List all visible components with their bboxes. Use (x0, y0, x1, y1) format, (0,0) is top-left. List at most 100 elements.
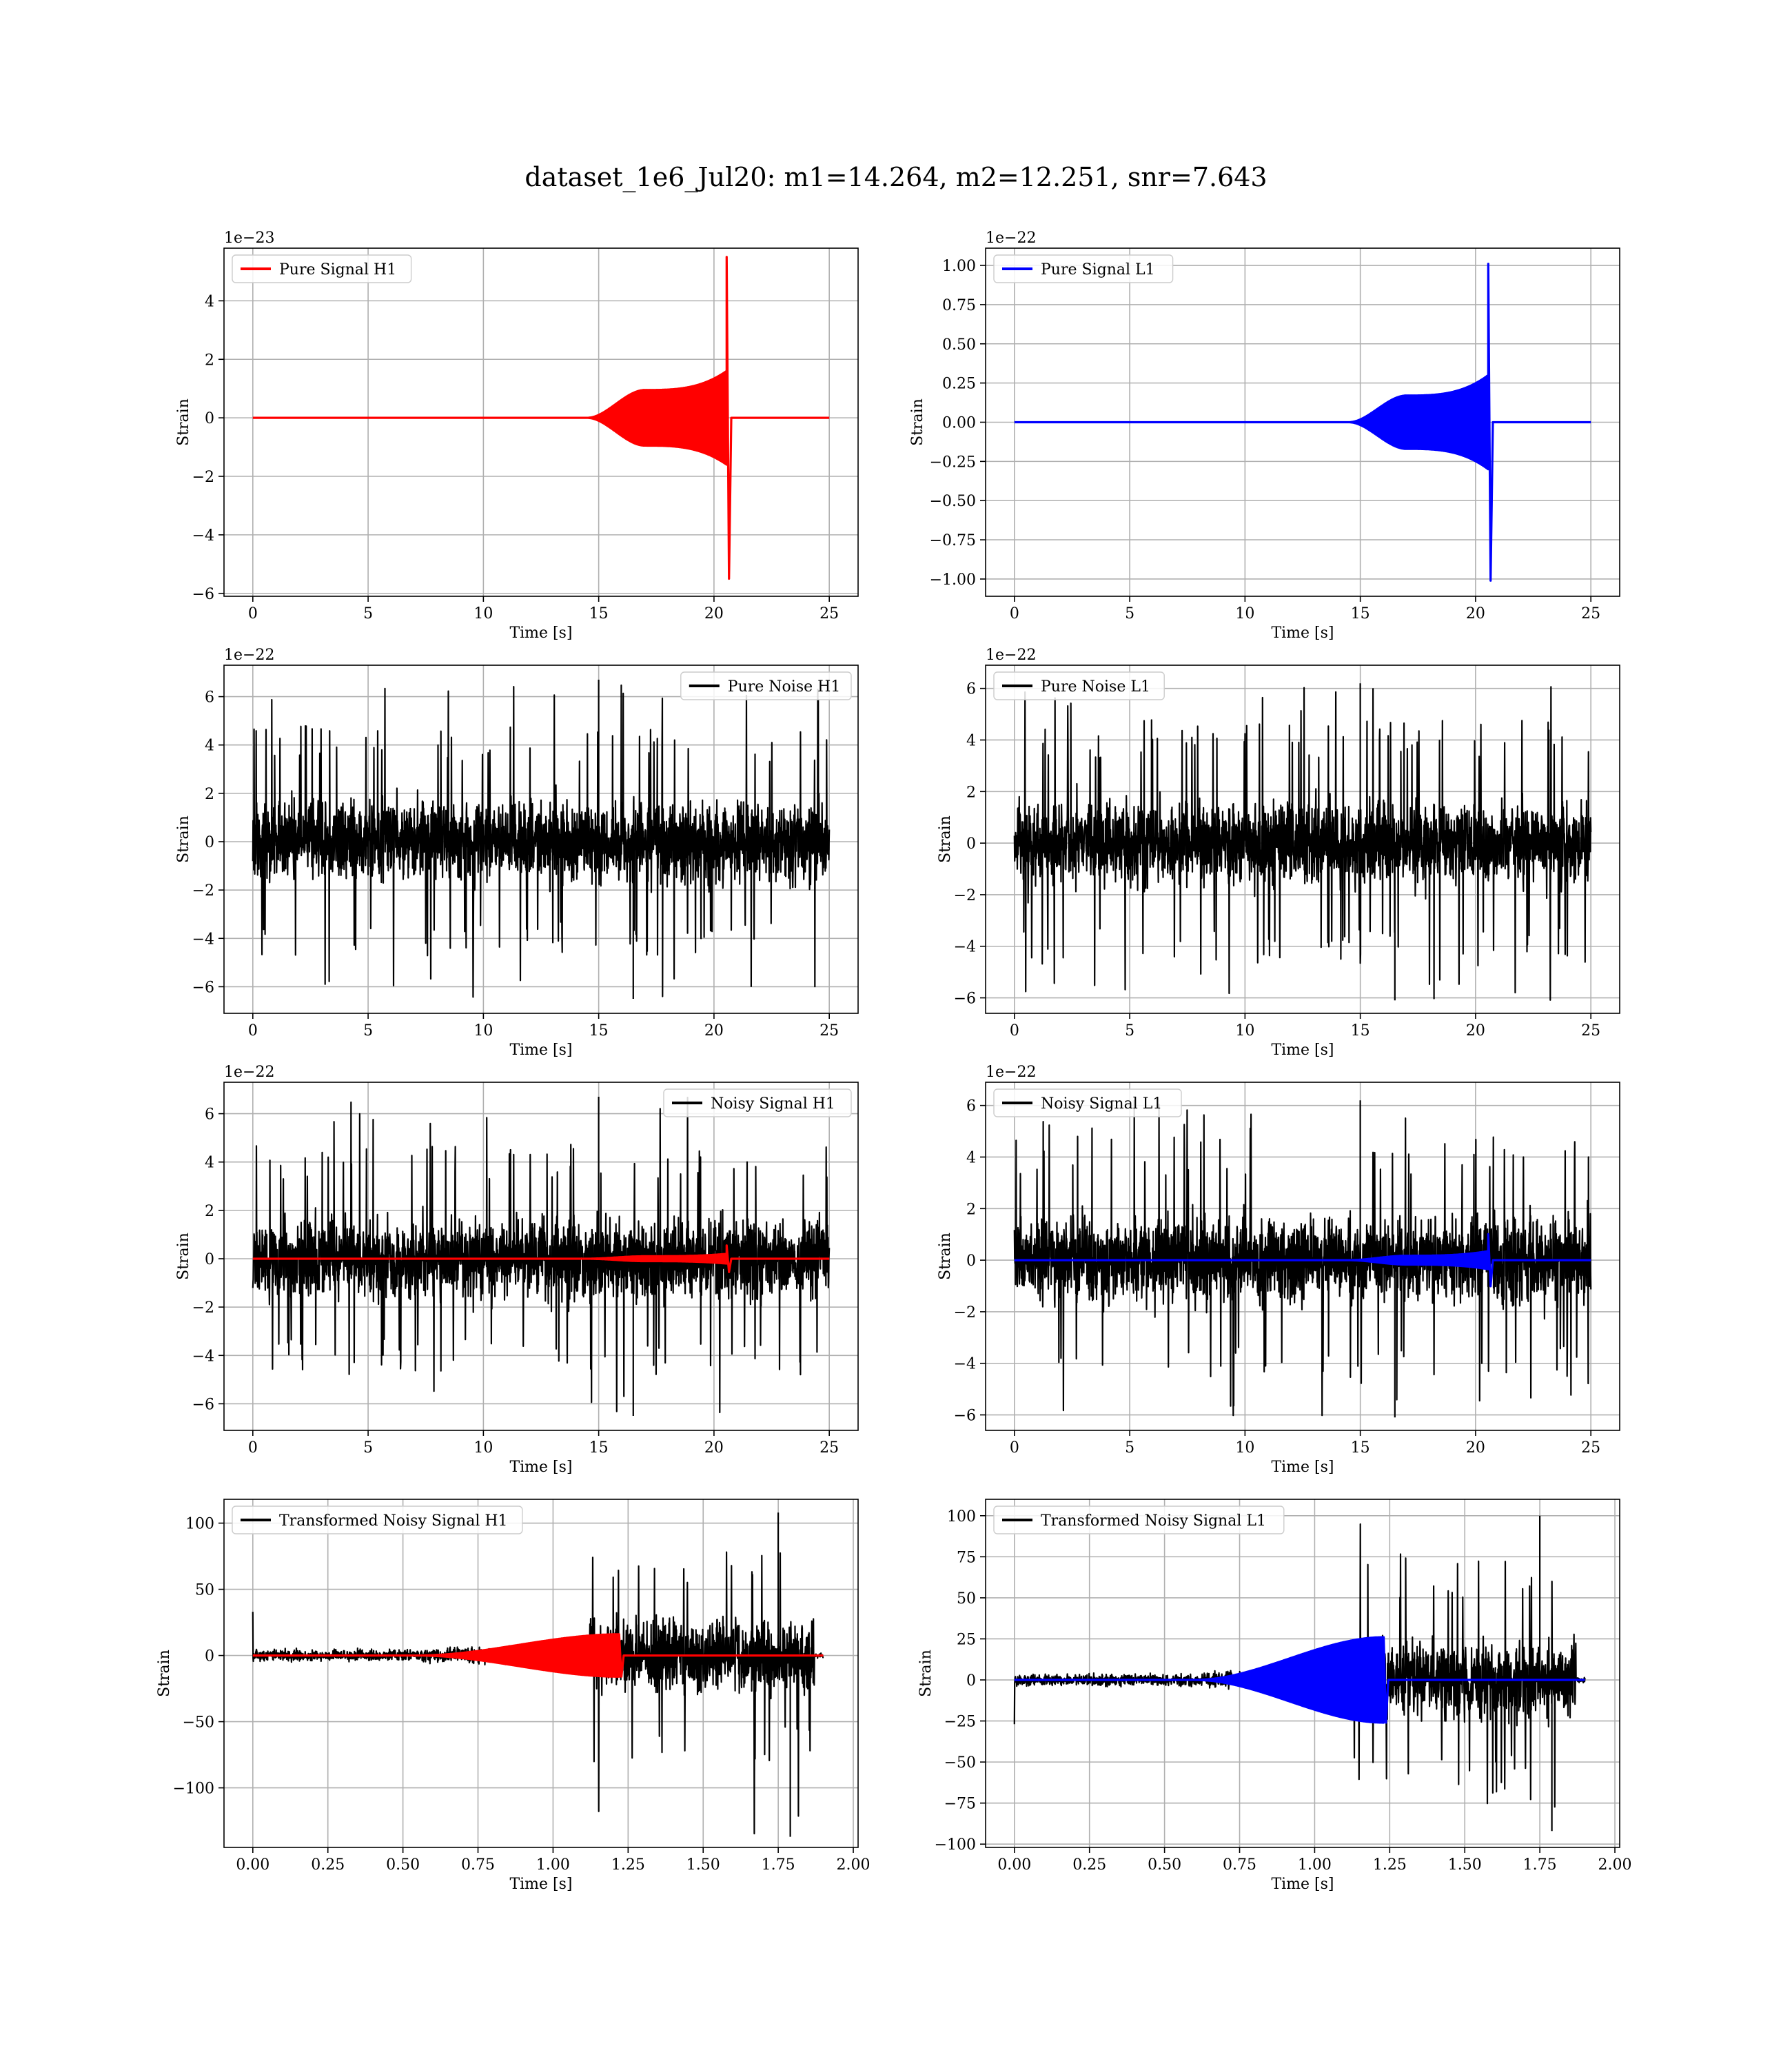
y-tick-label: 0.00 (942, 415, 976, 432)
legend: Pure Noise H1 (680, 671, 852, 700)
axis-offset-label: 1e−22 (986, 647, 1036, 664)
legend-entry: Pure Noise L1 (1041, 678, 1150, 696)
y-axis-label: Strain (156, 1650, 173, 1697)
y-tick-label: 4 (966, 732, 976, 749)
y-tick-label: −4 (192, 931, 214, 948)
x-tick-label: 0 (248, 1022, 258, 1040)
x-tick-label: 0.25 (311, 1856, 345, 1874)
x-axis-label: Time [s] (509, 1876, 572, 1893)
y-tick-label: −75 (944, 1796, 976, 1813)
legend: Transformed Noisy Signal L1 (993, 1506, 1285, 1534)
axis-offset-label: 1e−22 (224, 647, 274, 664)
legend-frame (993, 254, 1174, 283)
y-tick-label: −50 (183, 1714, 214, 1732)
y-tick-label: −2 (192, 469, 214, 486)
x-axis-label: Time [s] (509, 625, 572, 642)
y-tick-label: 4 (966, 1149, 976, 1166)
y-axis-label: Strain (175, 398, 192, 446)
subplot-pure-signal-h1: 0 5 10 15 20 25 −6 −4 −2 0 2 4 Time [s] Strain 1e−23 Pu… (175, 230, 859, 642)
series-line-pure-noise-l1 (1013, 683, 1592, 1001)
x-tick-label: 10 (1235, 605, 1254, 622)
axes-frame (985, 1499, 1620, 1848)
x-axis-label: Time [s] (1271, 1876, 1334, 1893)
x-tick-label: 5 (1125, 1439, 1134, 1457)
legend-entry: Pure Noise H1 (728, 678, 841, 696)
x-tick-label: 0.00 (236, 1856, 269, 1874)
subplot-pure-signal-l1: 0 5 10 15 20 25 −1.00 −0.75 −0.50 −0.25 0.00 0.25 0.… (909, 230, 1620, 642)
series-line-noisy-signal-l1 (1013, 1099, 1592, 1418)
y-tick-label: 0.25 (942, 376, 976, 393)
x-tick-label: 20 (1466, 605, 1485, 622)
legend-frame (993, 1506, 1285, 1534)
axis-offset-label: 1e−22 (986, 1064, 1036, 1081)
y-tick-label: −0.25 (930, 454, 976, 471)
x-tick-label: 0 (248, 605, 258, 622)
legend: Pure Signal L1 (993, 254, 1174, 283)
x-tick-label: 5 (1125, 605, 1134, 622)
x-tick-label: 0.75 (1223, 1856, 1256, 1874)
axis-offset-label: 1e−22 (986, 230, 1036, 247)
y-tick-label: −50 (944, 1754, 976, 1772)
series-line-transformed-noisy-signal-l1-signal (1014, 1636, 1585, 1724)
x-tick-label: 5 (363, 1439, 373, 1457)
x-tick-label: 0.50 (386, 1856, 420, 1874)
legend-entry: Transformed Noisy Signal H1 (279, 1512, 508, 1530)
subplot-pure-noise-h1: 0 5 10 15 20 25 −6 −4 −2 0 2 4 6 Time [s] Strain 1e−22 P… (175, 647, 859, 1059)
y-tick-label: 0 (205, 834, 214, 851)
y-axis-label: Strain (175, 1233, 192, 1280)
y-tick-label: 2 (205, 1203, 214, 1220)
axes-frame (985, 1082, 1620, 1431)
x-tick-label: 15 (1351, 1439, 1370, 1457)
x-tick-label: 1.75 (1523, 1856, 1557, 1874)
subplot-transformed-noisy-signal-l1: 0.00 0.25 0.50 0.75 1.00 1.25 1.50 1.75 2.00 −100… (917, 1499, 1632, 1893)
axis-offset-label: 1e−22 (224, 1064, 274, 1081)
series-line-pure-signal-l1 (1014, 263, 1591, 582)
y-tick-label: 2 (205, 786, 214, 803)
legend-frame (663, 1088, 852, 1117)
x-tick-label: 0.25 (1072, 1856, 1106, 1874)
y-tick-label: −2 (192, 882, 214, 900)
axes-frame (223, 665, 859, 1014)
y-tick-label: 6 (966, 681, 976, 698)
y-tick-label: −0.50 (930, 493, 976, 510)
y-tick-label: −4 (954, 1356, 976, 1373)
y-tick-label: 0 (966, 1672, 976, 1690)
legend-frame (993, 1088, 1182, 1117)
x-axis-label: Time [s] (1271, 1042, 1334, 1059)
legend-entry: Transformed Noisy Signal L1 (1041, 1512, 1266, 1530)
legend-entry: Pure Signal L1 (1041, 261, 1155, 278)
y-tick-label: 50 (957, 1590, 976, 1608)
x-tick-label: 10 (1235, 1439, 1254, 1457)
x-tick-label: 20 (704, 1022, 724, 1040)
y-tick-label: −0.75 (930, 532, 976, 549)
y-tick-label: 100 (947, 1508, 976, 1525)
subplot-noisy-signal-l1: 0 5 10 15 20 25 −6 −4 −2 0 2 4 6 Time [s] Strain 1e−22 N… (937, 1064, 1620, 1476)
axes-frame (223, 1082, 859, 1431)
x-tick-label: 25 (1581, 1439, 1600, 1457)
x-tick-label: 15 (1351, 1022, 1370, 1040)
axes-frame (985, 665, 1620, 1014)
y-tick-label: 2 (966, 784, 976, 801)
x-tick-label: 1.25 (1373, 1856, 1407, 1874)
y-axis-label: Strain (937, 1233, 954, 1280)
x-tick-label: 15 (1351, 605, 1370, 622)
y-axis-label: Strain (909, 398, 926, 446)
y-tick-label: −6 (954, 991, 976, 1008)
y-tick-label: −4 (192, 1348, 214, 1365)
x-tick-label: 1.00 (1298, 1856, 1332, 1874)
subplot-transformed-noisy-signal-h1: 0.00 0.25 0.50 0.75 1.00 1.25 1.50 1.75 2.00 −100… (156, 1499, 870, 1893)
y-tick-label: 0 (205, 1648, 214, 1665)
y-tick-label: 4 (205, 1155, 214, 1172)
x-tick-label: 1.25 (611, 1856, 645, 1874)
y-tick-label: 6 (205, 689, 214, 707)
y-tick-label: 0 (205, 410, 214, 427)
legend-frame (232, 254, 412, 283)
x-tick-label: 25 (1581, 1022, 1600, 1040)
legend: Noisy Signal H1 (663, 1088, 852, 1117)
x-axis-label: Time [s] (509, 1042, 572, 1059)
y-axis-label: Strain (937, 815, 954, 863)
x-tick-label: 1.75 (762, 1856, 795, 1874)
legend-frame (993, 671, 1165, 700)
